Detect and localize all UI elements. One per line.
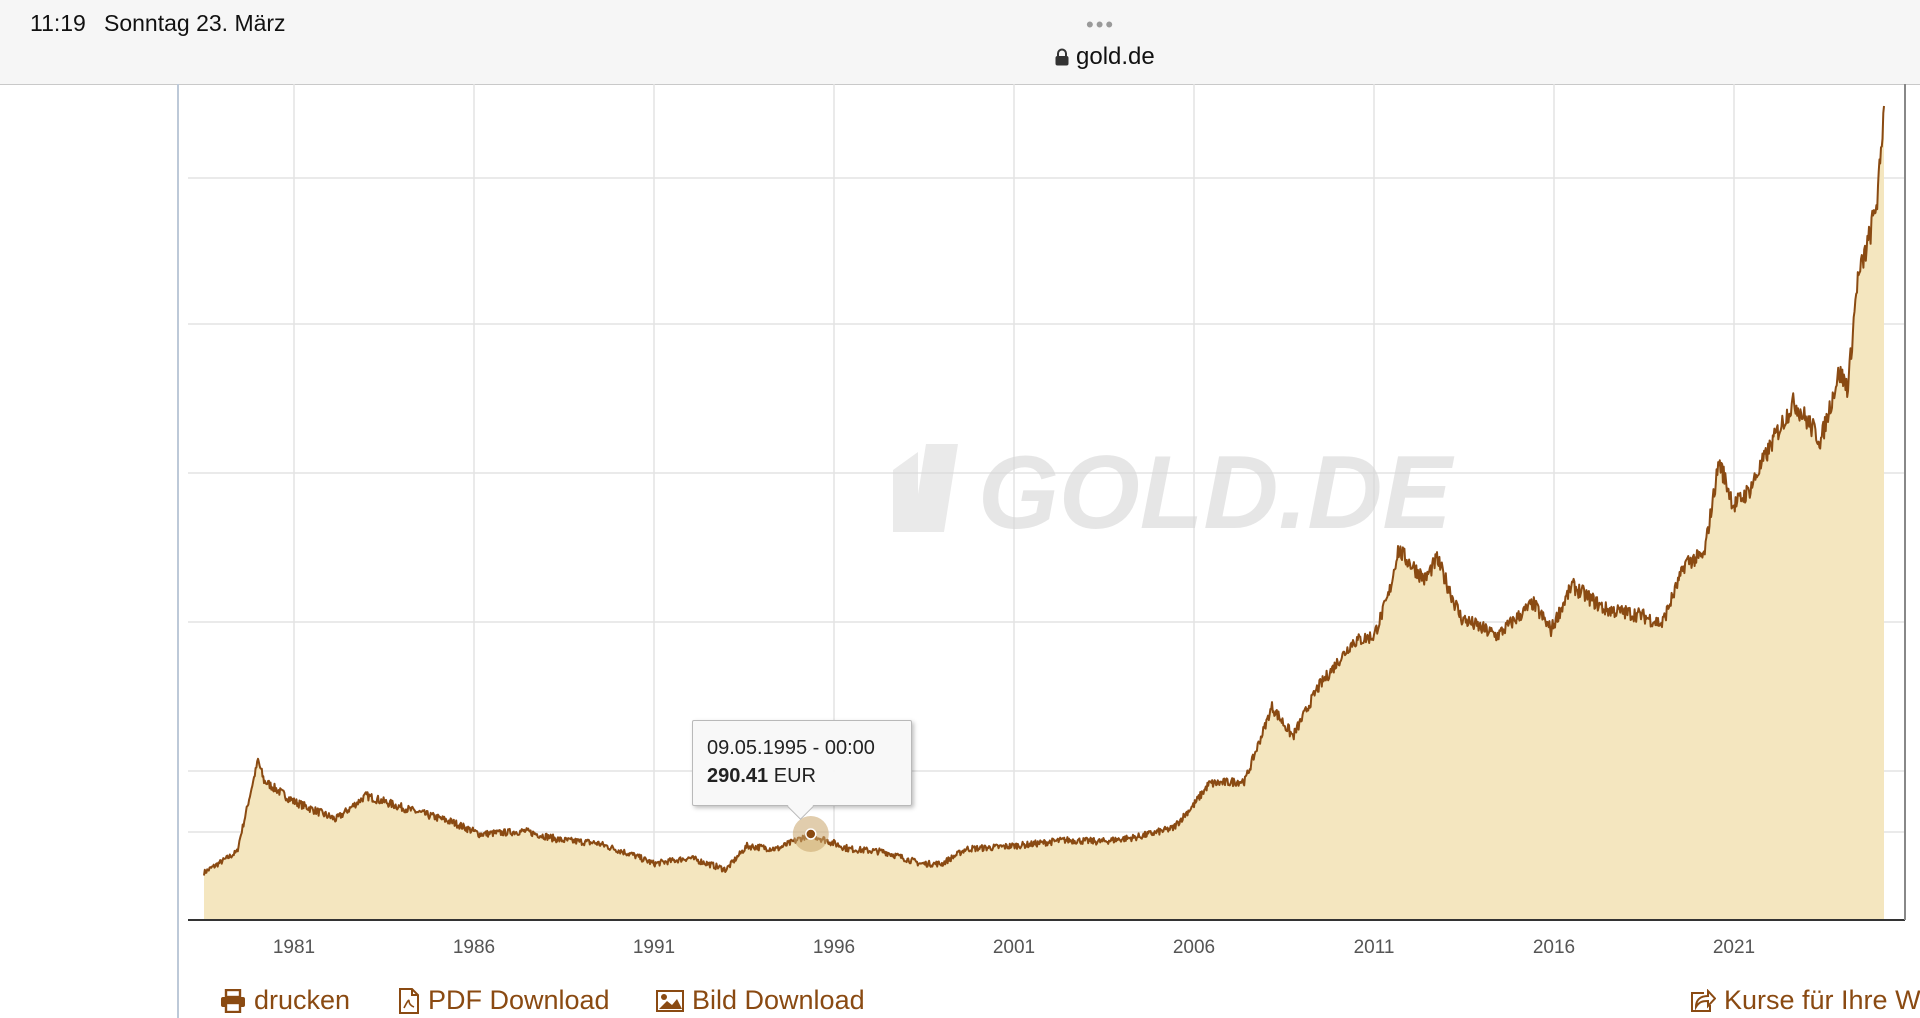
printer-icon: [221, 988, 245, 1013]
watermark: GOLD.DE: [893, 435, 1454, 551]
chart-actions: drucken PDF Download Bild Download Kurse…: [0, 985, 1920, 1018]
tooltip-value: 290.41: [707, 765, 769, 787]
x-tick-label: 1981: [273, 937, 315, 958]
image-icon: [656, 989, 684, 1012]
status-time: 11:19: [30, 10, 86, 36]
chart-tooltip: 09.05.1995 - 00:00 290.41 EUR: [692, 720, 912, 820]
x-axis-ticks: 1981 1986 1991 1996 2001 2006 2011 2016 2021: [273, 937, 1755, 958]
rates-widget-link[interactable]: Kurse für Ihre W: [1690, 985, 1920, 1016]
image-download-button[interactable]: Bild Download: [656, 985, 865, 1016]
x-tick-label: 2006: [1173, 937, 1215, 958]
tooltip-unit: EUR: [773, 765, 816, 787]
watermark-text: GOLD.DE: [978, 435, 1454, 551]
highlight-point[interactable]: [805, 828, 817, 840]
page-left-border: [177, 84, 179, 1018]
lock-icon: [1055, 48, 1069, 66]
print-button[interactable]: drucken: [220, 985, 350, 1016]
gold-price-chart[interactable]: GOLD.DE 1981 1986 1991 1996 2001 2006 2011 2016…: [0, 0, 1920, 985]
x-tick-label: 1996: [813, 937, 855, 958]
address-bar[interactable]: gold.de: [1055, 42, 1155, 72]
x-tick-label: 2001: [993, 937, 1035, 958]
print-label: drucken: [254, 985, 351, 1015]
tooltip-value-row: 290.41 EUR: [707, 765, 816, 788]
browser-top-bar: 11:19 Sonntag 23. März ••• gold.de: [0, 0, 1920, 85]
x-tick-label: 1991: [633, 937, 675, 958]
watermark-logo-mark: [893, 444, 958, 532]
x-tick-label: 2016: [1533, 937, 1575, 958]
pdf-label: PDF Download: [428, 985, 610, 1015]
x-tick-label: 2021: [1713, 937, 1755, 958]
url-text: gold.de: [1076, 43, 1155, 70]
x-tick-label: 1986: [453, 937, 495, 958]
rates-label: Kurse für Ihre W: [1724, 985, 1920, 1015]
image-label: Bild Download: [692, 985, 865, 1015]
status-date: Sonntag 23. März: [104, 10, 286, 36]
share-icon: [1691, 988, 1716, 1012]
tooltip-date: 09.05.1995 - 00:00: [707, 737, 875, 759]
price-area: [204, 106, 1884, 920]
pdf-file-icon: [399, 987, 419, 1014]
x-tick-label: 2011: [1354, 937, 1395, 958]
price-line: [203, 105, 1885, 876]
pdf-download-button[interactable]: PDF Download: [398, 985, 610, 1016]
more-icon[interactable]: •••: [1086, 12, 1116, 37]
